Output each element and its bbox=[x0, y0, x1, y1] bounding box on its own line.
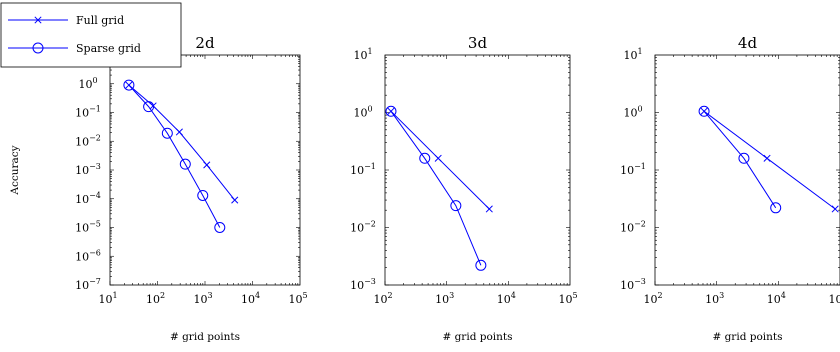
panel-1-point-full-grid bbox=[231, 196, 239, 204]
panel-1-point-sparse-grid bbox=[179, 158, 191, 170]
panel-1-series-sparse-grid-line bbox=[128, 84, 221, 228]
panel-1-point-sparse-grid bbox=[214, 222, 226, 233]
panel-1-xlabel: # grid points bbox=[170, 331, 240, 343]
panel-3-ytick-label: 10−1 bbox=[620, 162, 646, 177]
panel-3-ticks bbox=[654, 55, 840, 286]
panel-3-frame bbox=[654, 54, 840, 286]
panel-1-ytick-label: 10−5 bbox=[75, 220, 101, 235]
panel-1-ytick-label: 10−6 bbox=[75, 248, 101, 263]
panel-1-ticks bbox=[109, 55, 300, 286]
panel-3-title: 4d bbox=[738, 34, 758, 52]
chart-panels: 101 102 103 104 10510−710−610−510−410−310−21… bbox=[9, 34, 840, 343]
panel-2-point-sparse-grid bbox=[419, 152, 431, 164]
panel-3-xtick-label: 104 bbox=[767, 291, 786, 306]
panel-3: 102 103 104 105 10−3 10−2 10−1 100 101 4d # grid p… bbox=[620, 34, 840, 343]
panel-1-point-full-grid bbox=[203, 161, 211, 169]
panel-1-point-sparse-grid bbox=[123, 79, 135, 91]
panel-3-ytick-label: 101 bbox=[623, 47, 642, 62]
panel-3-ytick-label: 10−2 bbox=[620, 220, 646, 235]
panel-3-ytick-label: 10−3 bbox=[620, 277, 646, 292]
panel-2-point-full-grid bbox=[485, 205, 493, 213]
panel-1-frame bbox=[109, 54, 301, 286]
panel-3-point-sparse-grid bbox=[770, 202, 782, 214]
panel-3-ytick-label: 100 bbox=[623, 105, 642, 120]
panel-2-point-sparse-grid bbox=[385, 105, 397, 117]
panel-1-xtick-label: 101 bbox=[98, 291, 117, 306]
panel-1-xtick-label: 104 bbox=[241, 291, 260, 306]
panel-3-point-full-grid bbox=[763, 154, 771, 162]
panel-2-series-sparse-grid bbox=[385, 105, 487, 271]
legend-entry-full-grid: Full grid bbox=[8, 14, 124, 27]
legend-label: Full grid bbox=[76, 14, 124, 27]
panel-3-point-sparse-grid bbox=[738, 152, 750, 164]
panel-1-series-sparse-grid bbox=[123, 79, 226, 233]
panel-1-xtick-label: 105 bbox=[288, 291, 307, 306]
panel-2-ytick-label: 10−3 bbox=[350, 277, 376, 292]
panel-2-xtick-label: 104 bbox=[497, 291, 516, 306]
panel-2-series-sparse-grid-line bbox=[390, 111, 482, 266]
panel-2-point-full-grid bbox=[434, 154, 442, 162]
panel-2-title: 3d bbox=[468, 34, 488, 52]
panel-1-ylabel: Accuracy bbox=[9, 145, 21, 195]
panel-2-xlabel: # grid points bbox=[442, 331, 512, 343]
panel-3-xtick-label: 105 bbox=[828, 291, 840, 306]
panel-3-xlabel: # grid points bbox=[712, 331, 782, 343]
panel-1-xtick-label: 103 bbox=[193, 291, 212, 306]
panel-1: 101 102 103 104 105 10−7 10−6 10−5 10−4 10−3 10−2 1… bbox=[9, 34, 308, 343]
panel-1-ytick-label: 10−2 bbox=[75, 133, 101, 148]
panel-2-point-sparse-grid bbox=[475, 259, 487, 271]
legend: Full grid Sparse grid bbox=[0, 2, 182, 68]
panel-2-ytick-label: 100 bbox=[353, 105, 372, 120]
panel-3-xtick-label: 103 bbox=[705, 291, 724, 306]
panel-1-ytick-label: 10−7 bbox=[75, 277, 101, 292]
panel-1-point-sparse-grid bbox=[197, 189, 209, 201]
panel-1-ytick-label: 10−1 bbox=[75, 105, 101, 120]
panel-3-point-sparse-grid bbox=[698, 105, 710, 117]
panel-1-title: 2d bbox=[195, 34, 215, 52]
panel-2-series-full-grid bbox=[387, 107, 493, 213]
panel-1-point-sparse-grid bbox=[161, 127, 173, 139]
panel-3-xtick-label: 102 bbox=[643, 291, 662, 306]
panel-1-ytick-label: 10−3 bbox=[75, 162, 101, 177]
panel-1-point-sparse-grid bbox=[143, 101, 155, 113]
panel-1-xtick-label: 102 bbox=[146, 291, 165, 306]
panel-2-ytick-label: 10−1 bbox=[350, 162, 376, 177]
legend-box bbox=[0, 2, 182, 68]
legend-entry-sparse-grid: Sparse grid bbox=[8, 42, 141, 55]
panel-2-xtick-label: 102 bbox=[373, 291, 392, 306]
panel-3-series-sparse-grid bbox=[698, 105, 782, 214]
panel-3-series-full-grid bbox=[700, 107, 839, 213]
panel-2-ytick-label: 10−2 bbox=[350, 220, 376, 235]
panel-2: 102 103 104 105 10−3 10−2 10−1 100 101 3d # grid p… bbox=[350, 34, 577, 343]
panel-2-ticks bbox=[384, 55, 570, 286]
panel-2-ytick-label: 101 bbox=[353, 47, 372, 62]
panel-1-ytick-label: 10−4 bbox=[75, 191, 101, 206]
panel-2-frame bbox=[384, 54, 571, 286]
panel-2-xtick-label: 105 bbox=[558, 291, 577, 306]
panel-3-point-full-grid bbox=[831, 205, 839, 213]
panel-2-xtick-label: 103 bbox=[435, 291, 454, 306]
panel-3-series-sparse-grid-line bbox=[703, 110, 777, 209]
panel-3-series-full-grid-line bbox=[703, 110, 836, 210]
panel-2-point-sparse-grid bbox=[450, 200, 462, 212]
panel-1-point-full-grid bbox=[175, 128, 183, 136]
legend-label: Sparse grid bbox=[76, 42, 141, 55]
panel-2-point-full-grid bbox=[387, 107, 395, 115]
panel-1-ytick-label: 100 bbox=[78, 76, 97, 91]
